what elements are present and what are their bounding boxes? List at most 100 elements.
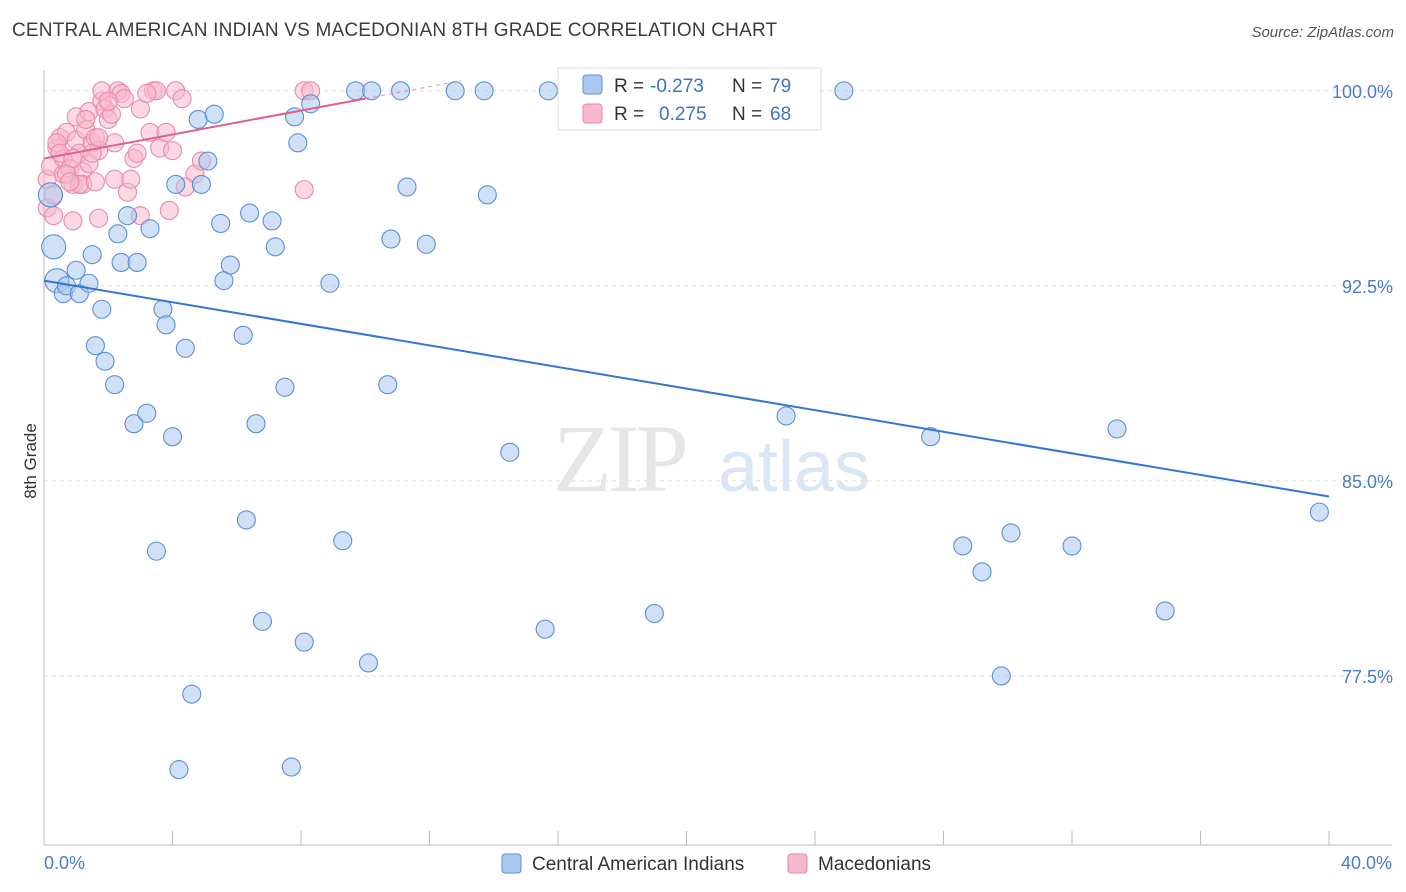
central-american-indians-point [169,760,189,780]
central-american-indians-point [381,229,401,249]
central-american-indians-point [166,174,186,194]
central-american-indians-point [236,510,256,530]
watermark-zip: ZIP [553,405,686,512]
x-tick-label-min: 0.0% [44,853,85,873]
legend-r-value-1: -0.273 [650,76,704,97]
chart-title: CENTRAL AMERICAN INDIAN VS MACEDONIAN 8T… [12,20,778,41]
legend-n-value-2: 68 [770,104,791,125]
central-american-indians-point [108,224,128,244]
legend-r-label-2: R = [614,104,644,125]
central-american-indians-point [972,562,992,582]
trend-line-macedonians-extension [365,80,462,100]
central-american-indians-point [162,427,183,447]
legend-n-label-1: N = [732,76,762,97]
macedonians-point [172,89,192,109]
central-american-indians-point [204,104,224,124]
central-american-indians-point [37,182,63,208]
source-label: Source: ZipAtlas.com [1251,24,1394,41]
central-american-indians-point [137,403,157,423]
central-american-indians-point [644,603,664,624]
central-american-indians-point [281,757,301,777]
central-american-indians-point [320,273,340,293]
series-swatch-central-american-indians [501,853,522,874]
macedonians-point [89,208,109,228]
macedonians-point [98,91,118,111]
macedonians-point [159,200,179,220]
central-american-indians-point [288,133,308,153]
central-american-indians-point [538,81,558,101]
macedonians-point [76,109,96,129]
central-american-indians-points [37,81,1329,780]
central-american-indians-point [191,174,211,194]
central-american-indians-point [391,81,411,101]
y-tick-label: 77.5% [1342,667,1393,687]
legend-r-label-1: R = [614,76,644,97]
central-american-indians-point [275,377,295,397]
central-american-indians-point [262,211,282,231]
central-american-indians-point [834,81,854,101]
central-american-indians-point [41,234,67,260]
central-american-indians-point [240,203,260,223]
macedonians-point [156,122,176,142]
grid-lines [44,90,1392,677]
central-american-indians-point [124,414,144,434]
legend-n-value-1: 79 [770,76,791,97]
central-american-indians-point [156,315,176,335]
central-american-indians-point [416,234,436,254]
central-american-indians-point [358,653,379,673]
correlation-legend: R = -0.273 N = 79 R = 0.275 N = 68 [557,67,822,131]
central-american-indians-point [198,151,218,171]
central-american-indians-point [153,299,173,319]
legend-swatch-blue [582,74,603,95]
legend-r-value-2: 0.275 [659,104,707,125]
central-american-indians-point [477,185,497,205]
macedonians-point [294,180,314,200]
macedonians-point [44,206,64,226]
x-tick-label-max: 40.0% [1341,853,1392,873]
watermark-atlas: atlas [718,427,870,507]
central-american-indians-point [175,338,195,358]
legend-n-label-2: N = [732,104,762,125]
macedonians-point [162,141,183,161]
central-american-indians-point [66,260,86,280]
macedonians-point [121,169,141,189]
central-american-indians-point [82,245,102,265]
central-american-indians-point [95,351,115,371]
x-ticks [172,831,1330,845]
macedonians-point [89,128,109,148]
watermark: ZIP atlas [553,405,870,512]
central-american-indians-point [246,414,266,434]
central-american-indians-point [378,375,398,395]
series-swatch-macedonians [787,853,808,874]
legend-swatch-pink [582,103,603,124]
central-american-indians-point [474,81,494,101]
central-american-indians-point [220,255,240,275]
central-american-indians-point [362,81,382,101]
macedonians-points [37,81,321,231]
central-american-indians-point [1155,601,1175,621]
y-tick-label: 100.0% [1332,82,1393,102]
central-american-indians-point [265,237,285,257]
central-american-indians-point [953,536,973,556]
central-american-indians-point [535,619,555,639]
central-american-indians-point [921,427,941,447]
series-label-macedonians: Macedonians [818,854,931,875]
macedonians-point [63,211,83,231]
central-american-indians-point [92,299,112,319]
y-tick-label: 85.0% [1342,472,1393,492]
macedonians-point [114,89,134,109]
central-american-indians-point [233,325,253,345]
central-american-indians-point [294,632,314,652]
central-american-indians-point [776,406,796,426]
central-american-indians-point [105,375,125,395]
trend-line-macedonians [43,97,366,160]
series-label-central-american-indians: Central American Indians [532,854,744,875]
central-american-indians-point [1107,419,1127,439]
central-american-indians-point [111,252,131,272]
central-american-indians-point [211,213,231,233]
central-american-indians-point [252,611,273,631]
central-american-indians-point [1062,536,1082,556]
series-legend: Central American Indians Macedonians [501,853,931,875]
central-american-indians-point [117,206,138,226]
